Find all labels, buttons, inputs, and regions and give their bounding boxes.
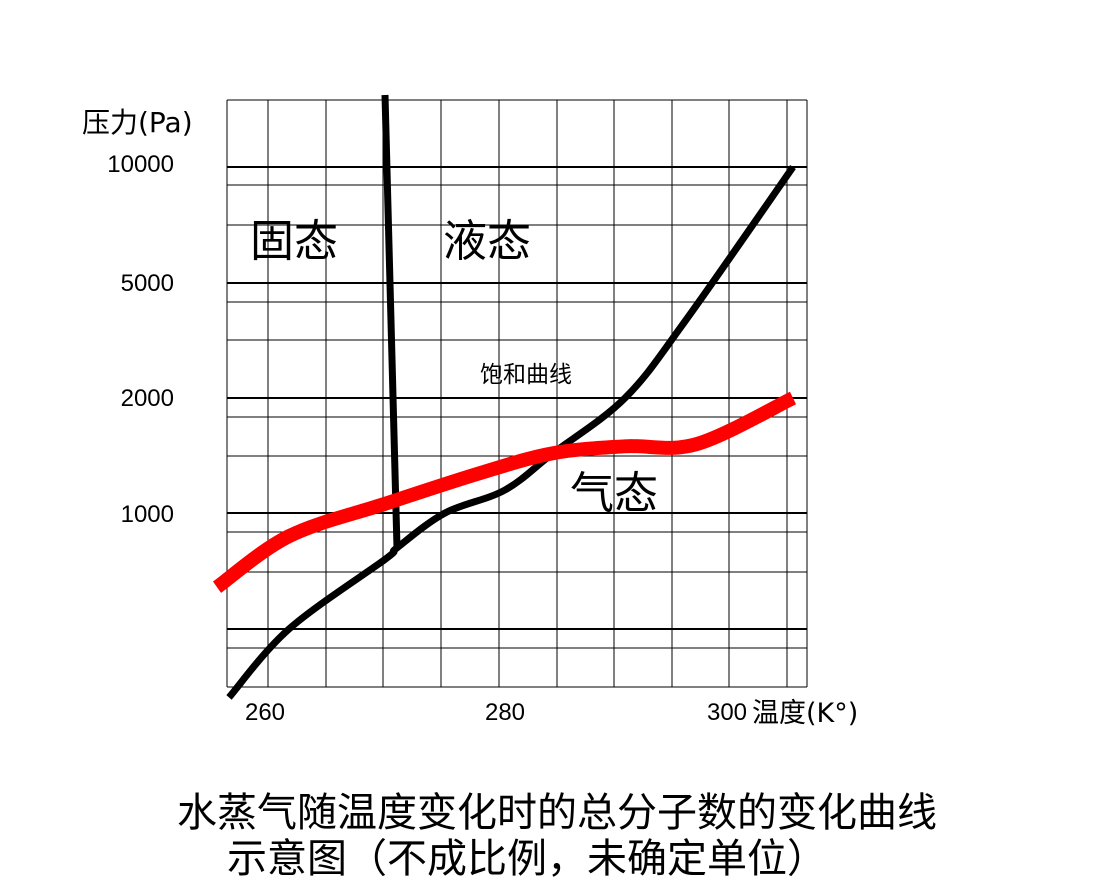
grid: [226, 99, 808, 688]
y-tick-label: 2000: [121, 385, 174, 412]
x-tick-label: 300: [707, 699, 747, 726]
region-label-gas: 气态: [570, 468, 658, 519]
region-label-liquid: 液态: [443, 216, 531, 267]
caption-line-2: 示意图（不成比例，未确定单位）: [227, 836, 827, 882]
caption-line-1: 水蒸气随温度变化时的总分子数的变化曲线: [177, 790, 937, 836]
y-axis-label: 压力(Pa): [82, 106, 193, 139]
x-tick-label: 260: [245, 699, 285, 726]
x-axis-label: 温度(K°): [752, 698, 858, 729]
region-label-solid: 固态: [250, 216, 338, 267]
y-tick-label: 1000: [121, 501, 174, 528]
saturation-curve-label: 饱和曲线: [480, 362, 572, 388]
y-tick-label: 5000: [121, 270, 174, 297]
melting-curve: [381, 94, 401, 548]
gas-curve: [212, 391, 797, 593]
curves: [212, 94, 797, 700]
saturation-curve: [226, 164, 796, 700]
x-tick-label: 280: [485, 699, 525, 726]
y-tick-label: 10000: [107, 151, 174, 178]
